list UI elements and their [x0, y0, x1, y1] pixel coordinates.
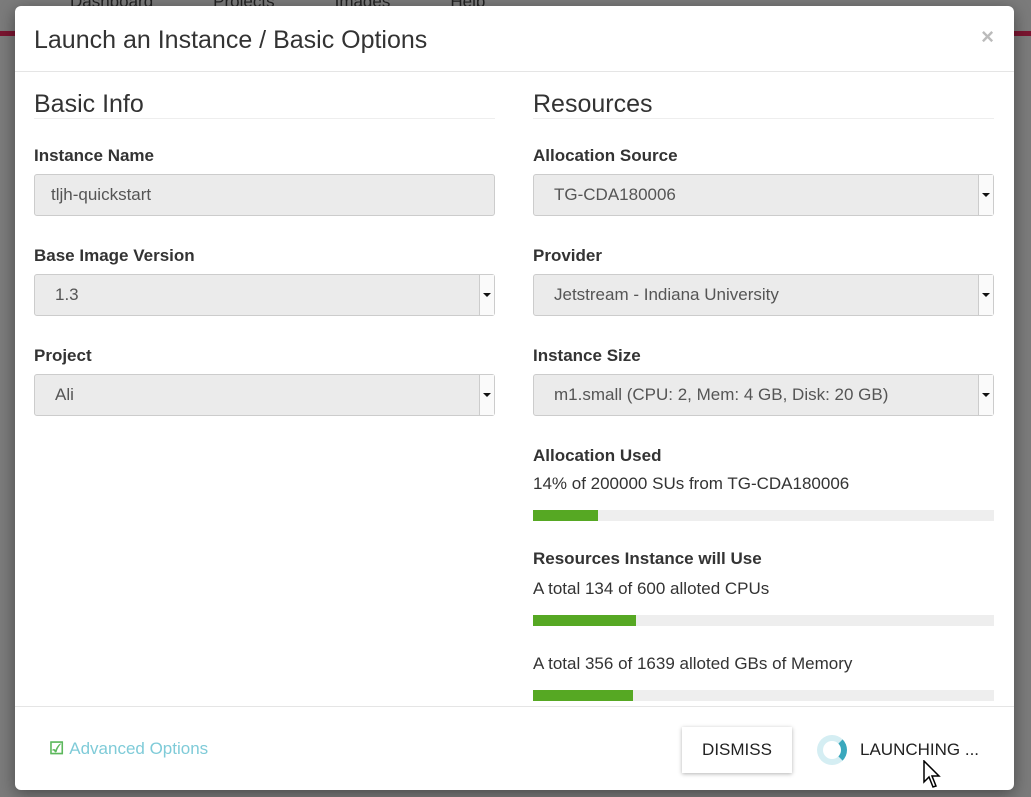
resources-section: Resources Allocation Source TG-CDA180006…	[533, 90, 994, 729]
memory-bar	[533, 690, 994, 701]
allocation-used-fill	[533, 510, 598, 521]
provider-label: Provider	[533, 246, 602, 265]
instance-size-select[interactable]: m1.small (CPU: 2, Mem: 4 GB, Disk: 20 GB…	[533, 374, 994, 416]
mouse-cursor-icon	[923, 760, 941, 788]
close-icon[interactable]: ×	[981, 24, 994, 49]
nav-help: Help	[450, 0, 485, 12]
instance-name-input[interactable]: tljh-quickstart	[34, 174, 495, 216]
nav-dashboard: Dashboard	[70, 0, 153, 12]
cpu-text: A total 134 of 600 alloted CPUs	[533, 579, 770, 598]
dismiss-button[interactable]: DISMISS	[682, 727, 792, 773]
base-image-label: Base Image Version	[34, 246, 195, 265]
provider-select[interactable]: Jetstream - Indiana University	[533, 274, 994, 316]
nav-projects: Projects	[213, 0, 274, 12]
advanced-options-link[interactable]: ☑ Advanced Options	[49, 739, 208, 759]
allocation-used-text: 14% of 200000 SUs from TG-CDA180006	[533, 474, 850, 493]
memory-text: A total 356 of 1639 alloted GBs of Memor…	[533, 654, 853, 673]
project-select[interactable]: Ali	[34, 374, 495, 416]
basic-info-heading: Basic Info	[34, 90, 495, 119]
modal-header: Launch an Instance / Basic Options ×	[15, 6, 1014, 72]
memory-fill	[533, 690, 634, 701]
checkbox-checked-icon: ☑	[49, 739, 65, 758]
advanced-options-label: Advanced Options	[69, 739, 209, 758]
cpu-fill	[533, 615, 636, 626]
allocation-used-bar	[533, 510, 994, 521]
launching-label: LAUNCHING ...	[860, 740, 980, 759]
base-image-select[interactable]: 1.3	[34, 274, 495, 316]
instance-name-label: Instance Name	[34, 146, 154, 165]
allocation-source-select[interactable]: TG-CDA180006	[533, 174, 994, 216]
cpu-bar	[533, 615, 994, 626]
launch-instance-modal: Launch an Instance / Basic Options × Bas…	[15, 6, 1014, 790]
allocation-used-label: Allocation Used	[533, 446, 662, 465]
allocation-source-label: Allocation Source	[533, 146, 678, 165]
spinner-icon	[817, 735, 847, 765]
instance-size-label: Instance Size	[533, 346, 641, 365]
project-label: Project	[34, 346, 92, 365]
modal-footer: ☑ Advanced Options DISMISS LAUNCHING ...	[15, 706, 1014, 790]
launching-status: LAUNCHING ...	[817, 735, 979, 765]
resources-heading: Resources	[533, 90, 994, 119]
background-nav: Dashboard Projects Images Help	[70, 0, 485, 12]
basic-info-section: Basic Info Instance Name tljh-quickstart…	[34, 90, 495, 446]
nav-images: Images	[335, 0, 391, 12]
will-use-label: Resources Instance will Use	[533, 549, 762, 568]
modal-title: Launch an Instance / Basic Options	[34, 26, 428, 54]
